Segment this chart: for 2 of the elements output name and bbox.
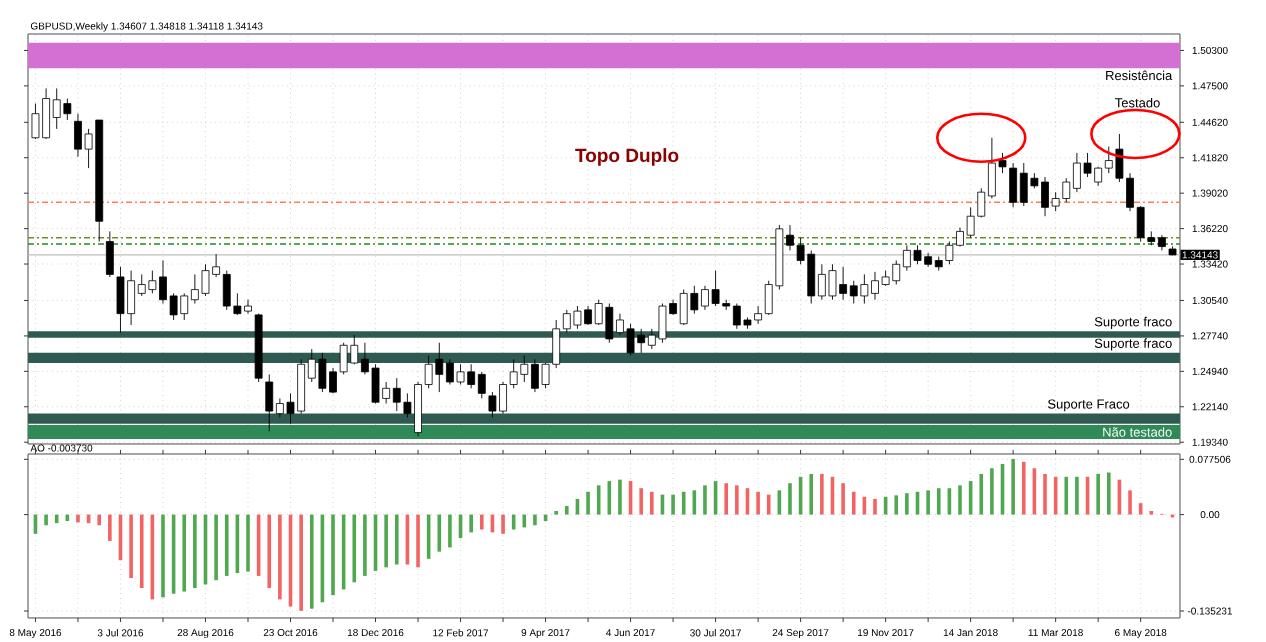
candlestick	[105, 230, 114, 278]
annotation: Topo Duplo	[575, 148, 679, 166]
